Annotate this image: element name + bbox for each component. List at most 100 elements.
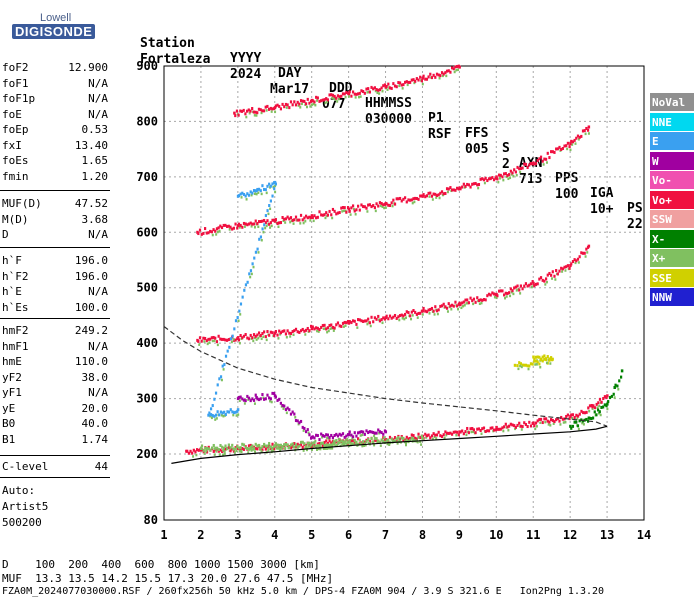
data-point: [378, 88, 382, 92]
data-point: [312, 219, 315, 223]
data-point: [310, 214, 314, 218]
data-point: [303, 99, 306, 103]
data-point: [569, 414, 572, 418]
data-point: [509, 176, 512, 180]
data-point: [390, 316, 393, 320]
data-point: [440, 435, 444, 439]
data-point: [519, 362, 523, 366]
param-value: 196.0: [74, 269, 108, 283]
data-point: [578, 412, 581, 416]
data-point: [274, 110, 277, 114]
data-point: [241, 336, 244, 340]
data-point: [421, 309, 424, 313]
data-point: [308, 441, 311, 445]
data-point: [264, 397, 267, 401]
data-point: [464, 184, 467, 188]
data-point: [598, 410, 601, 414]
data-point: [240, 196, 243, 199]
param-value: 20.0: [81, 401, 109, 415]
data-point: [442, 433, 445, 437]
data-point: [334, 444, 337, 447]
data-point: [265, 224, 268, 228]
data-point: [236, 336, 240, 340]
data-point: [325, 439, 328, 443]
data-point: [597, 408, 600, 412]
data-point: [523, 363, 526, 367]
data-point: [333, 209, 336, 213]
data-point: [558, 419, 561, 423]
data-point: [398, 439, 402, 443]
data-point: [348, 430, 351, 434]
data-point: [259, 235, 263, 239]
data-point: [227, 443, 230, 447]
data-point: [293, 100, 296, 104]
param-key: D: [2, 228, 9, 241]
data-point: [297, 104, 300, 107]
data-point: [573, 416, 576, 420]
data-point: [323, 443, 326, 447]
param-key: h`Es: [2, 300, 29, 314]
data-point: [377, 88, 380, 92]
x-tick-label: 13: [600, 528, 614, 542]
data-point: [234, 319, 238, 323]
data-point: [450, 303, 454, 307]
data-point: [333, 434, 336, 438]
data-point: [255, 114, 258, 117]
data-point: [284, 217, 288, 221]
data-point: [303, 216, 306, 220]
data-point: [367, 203, 370, 207]
data-point: [549, 362, 552, 365]
data-point: [430, 306, 434, 310]
data-point: [286, 103, 289, 107]
header-value-station: Fortaleza: [140, 52, 211, 67]
data-point: [344, 95, 347, 99]
param-key: yE: [2, 401, 16, 415]
data-point: [402, 83, 405, 87]
data-point: [502, 429, 505, 433]
data-point: [222, 414, 225, 418]
data-point: [265, 191, 268, 195]
data-point: [358, 91, 361, 95]
data-point: [574, 261, 577, 265]
data-point: [204, 336, 207, 340]
data-point: [571, 143, 574, 146]
data-point: [471, 182, 474, 186]
data-point: [320, 213, 323, 217]
data-point: [200, 444, 204, 448]
data-point: [519, 166, 523, 170]
data-point: [229, 337, 233, 341]
data-point: [401, 87, 404, 90]
data-point: [209, 407, 213, 411]
data-point: [244, 112, 247, 116]
data-point: [213, 339, 216, 342]
param-separator: [0, 190, 110, 191]
data-point: [466, 298, 469, 302]
data-point: [517, 367, 520, 371]
data-point: [185, 449, 188, 453]
data-point: [340, 439, 343, 443]
data-point: [240, 109, 244, 113]
data-point: [402, 314, 405, 318]
header-value-p1: RSF: [428, 127, 452, 142]
data-point: [501, 175, 504, 179]
data-point: [204, 227, 207, 231]
data-point: [336, 100, 339, 103]
header-value-hhmmss: 030000: [365, 112, 412, 127]
data-point: [458, 186, 461, 190]
param-row: fxI 13.40: [2, 139, 108, 152]
data-point: [463, 304, 466, 307]
data-point: [224, 354, 228, 358]
data-point: [215, 340, 219, 344]
logo-lowell: Lowell: [40, 12, 72, 24]
data-point: [209, 413, 213, 417]
data-point: [405, 200, 408, 204]
data-point: [546, 419, 549, 423]
data-point: [260, 111, 263, 115]
data-point: [333, 94, 336, 98]
data-point: [301, 327, 304, 331]
data-point: [359, 95, 362, 98]
data-point: [397, 436, 400, 440]
data-point: [405, 310, 408, 314]
data-point: [534, 162, 538, 166]
data-point: [362, 205, 365, 209]
